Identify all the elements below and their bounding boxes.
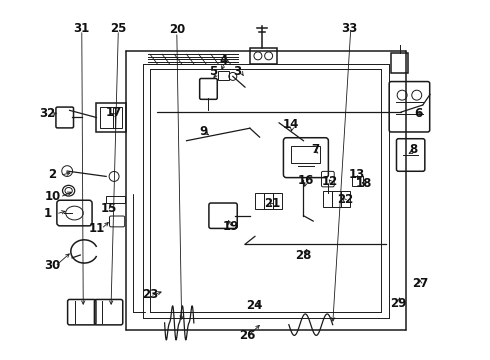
Bar (250, 48, 277, 64)
Text: 30: 30 (45, 259, 61, 272)
Bar (332, 191, 341, 207)
Text: 27: 27 (412, 277, 429, 290)
Bar (391, 53, 408, 73)
Bar (323, 191, 332, 207)
Text: 21: 21 (264, 197, 280, 210)
Text: 26: 26 (239, 329, 256, 342)
Text: 32: 32 (40, 107, 56, 120)
Text: 9: 9 (199, 125, 208, 138)
Bar (292, 146, 320, 163)
Text: 23: 23 (142, 288, 158, 301)
Text: 19: 19 (222, 220, 239, 233)
Bar (341, 191, 350, 207)
Bar (255, 193, 264, 208)
Bar (352, 176, 363, 186)
Text: 13: 13 (349, 168, 365, 181)
Text: 15: 15 (100, 202, 117, 215)
Text: 24: 24 (246, 298, 263, 311)
Bar (272, 193, 282, 208)
Text: 1: 1 (44, 207, 52, 220)
Text: 6: 6 (414, 107, 422, 120)
Text: 17: 17 (105, 105, 122, 119)
Text: 16: 16 (298, 174, 314, 186)
Text: 22: 22 (337, 193, 353, 206)
Text: 5: 5 (209, 64, 218, 77)
Bar (100, 107, 115, 128)
Text: 31: 31 (74, 22, 90, 35)
Text: 8: 8 (409, 143, 417, 156)
Text: 7: 7 (312, 143, 319, 156)
Text: 3: 3 (234, 64, 242, 77)
Text: 11: 11 (88, 222, 104, 235)
Text: 18: 18 (356, 177, 372, 190)
Text: 10: 10 (45, 190, 61, 203)
Text: 4: 4 (219, 54, 227, 67)
Text: 29: 29 (391, 297, 407, 310)
Bar (113, 107, 122, 128)
Text: 2: 2 (49, 168, 57, 181)
Bar (218, 71, 229, 80)
Text: 12: 12 (322, 175, 339, 188)
Text: 25: 25 (110, 22, 126, 35)
Bar (264, 193, 272, 208)
Text: 28: 28 (295, 248, 312, 261)
Bar (97, 103, 125, 132)
Text: 33: 33 (342, 22, 358, 35)
Bar (106, 196, 124, 203)
Text: 14: 14 (283, 118, 299, 131)
Text: 20: 20 (169, 23, 185, 36)
